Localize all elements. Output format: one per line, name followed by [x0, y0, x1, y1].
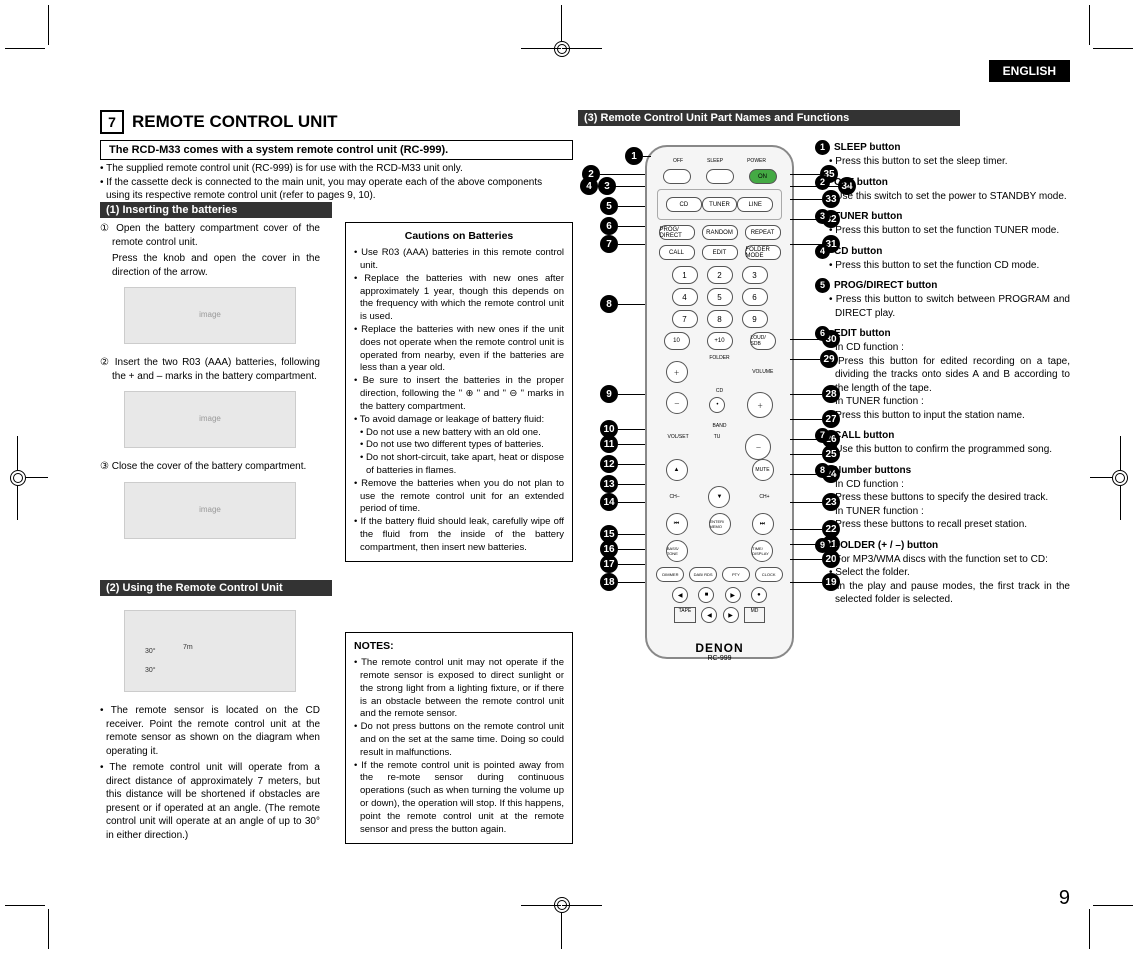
subheader-batteries: (1) Inserting the batteries [100, 202, 332, 218]
subheader-using: (2) Using the Remote Control Unit [100, 580, 332, 596]
section-number: 7 [100, 110, 124, 134]
battery-image-1: image [124, 287, 296, 344]
intro-box: The RCD-M33 comes with a system remote c… [100, 140, 573, 160]
battery-image-2: image [124, 391, 296, 448]
battery-image-3: image [124, 482, 296, 539]
intro-bullets: • The supplied remote control unit (RC-9… [100, 162, 555, 203]
notes-box: NOTES: • The remote control unit may not… [345, 632, 573, 844]
subheader-parts: (3) Remote Control Unit Part Names and F… [578, 110, 960, 126]
section-title: REMOTE CONTROL UNIT [132, 112, 338, 132]
functions-list: 1SLEEP button• Press this button to set … [815, 140, 1070, 613]
remote-angle-diagram: 30° 30° 7m [124, 610, 296, 692]
remote-body: OFF SLEEP POWER ON CDTUNERLINE PROG/ DIR… [645, 145, 794, 659]
page-number: 9 [1059, 887, 1070, 910]
section-header: 7 REMOTE CONTROL UNIT [100, 110, 338, 134]
cautions-box: Cautions on Batteries • Use R03 (AAA) ba… [345, 222, 573, 562]
battery-steps: ① Open the battery compartment cover of … [100, 222, 320, 551]
using-column: 30° 30° 7m • The remote sensor is locate… [100, 602, 320, 845]
language-tab: ENGLISH [989, 60, 1070, 82]
